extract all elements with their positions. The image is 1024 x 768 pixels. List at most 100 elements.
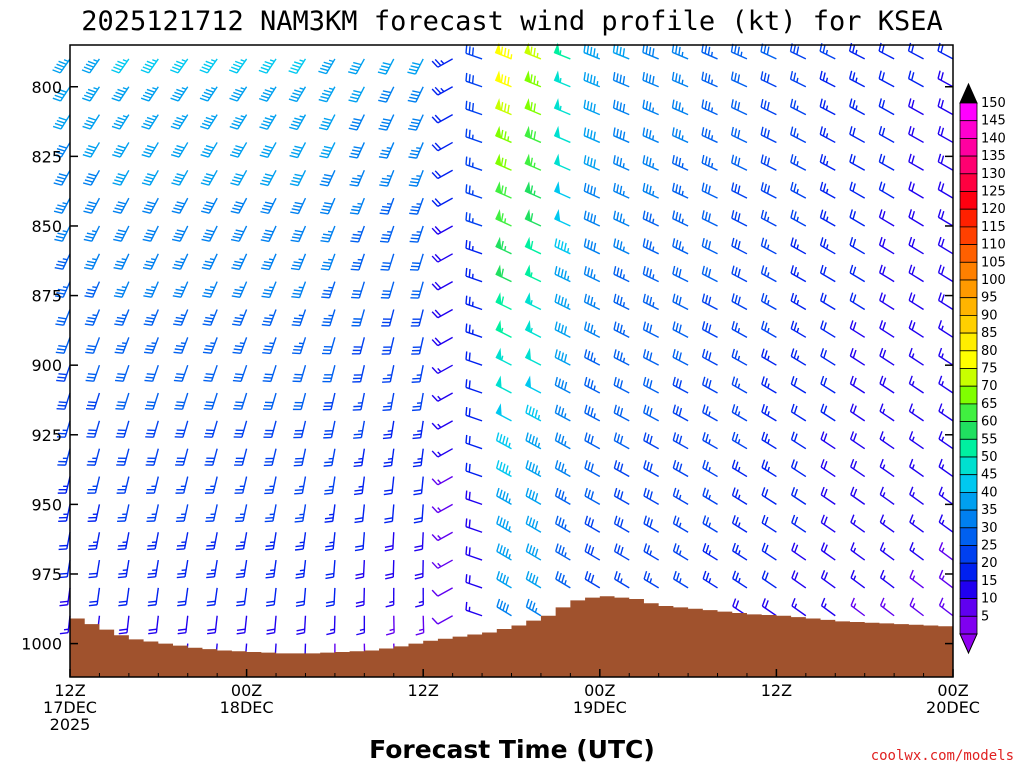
y-tick-label: 850 (31, 217, 62, 236)
wind-barb (112, 197, 130, 214)
colorbar-swatch (959, 155, 978, 175)
wind-barb (584, 487, 601, 505)
wind-barb (790, 348, 807, 366)
wind-barb (200, 142, 218, 158)
wind-barb (496, 543, 512, 561)
wind-barb (322, 392, 336, 411)
wind-barb (465, 379, 483, 394)
wind-barb (672, 210, 689, 227)
wind-barb (524, 42, 542, 60)
wind-barb (113, 281, 130, 298)
wind-barb (672, 570, 689, 589)
wind-barb (642, 293, 659, 311)
wind-barb (263, 448, 277, 467)
wind-barb (407, 58, 424, 75)
wind-barb (819, 209, 836, 227)
wind-barb (177, 615, 189, 635)
colorbar-swatch (959, 474, 978, 493)
wind-barb (702, 432, 718, 450)
wind-barb (384, 504, 395, 524)
wind-barb (356, 615, 366, 636)
wind-barb (584, 571, 601, 589)
wind-barb (849, 98, 866, 116)
wind-barb (233, 420, 248, 438)
wind-barb (265, 559, 277, 579)
wind-barb (380, 281, 395, 299)
wind-barb (908, 431, 924, 450)
wind-barb (52, 114, 71, 130)
wind-barb (790, 292, 807, 311)
wind-barb (613, 460, 630, 478)
wind-barb (908, 153, 924, 171)
wind-barb (146, 476, 159, 494)
wind-barb (145, 448, 159, 466)
wind-barb (701, 99, 718, 116)
wind-barb (938, 347, 954, 366)
wind-barb (111, 86, 130, 102)
wind-barb (234, 504, 248, 523)
wind-barb (850, 569, 866, 589)
wind-barb (495, 375, 512, 394)
wind-barb (170, 86, 189, 102)
wind-barb (383, 476, 395, 496)
wind-barb (495, 264, 512, 283)
colorbar-swatch (959, 191, 978, 210)
wind-barb (87, 532, 101, 551)
wind-barb (643, 543, 660, 561)
wind-barb (84, 281, 101, 298)
colorbar-label: 30 (981, 521, 998, 536)
wind-barb (672, 487, 689, 505)
wind-barb (378, 86, 395, 103)
wind-barb (791, 570, 807, 589)
wind-barb (937, 125, 954, 144)
wind-barb (412, 448, 424, 468)
wind-barb (431, 392, 453, 402)
wind-barb (175, 448, 189, 466)
wind-barb (938, 542, 954, 561)
wind-barb (385, 615, 395, 636)
wind-barb (820, 348, 836, 366)
wind-barb (173, 364, 189, 382)
wind-barb (173, 309, 189, 326)
wind-barb (731, 154, 748, 171)
wind-barb (643, 515, 660, 533)
wind-barb (114, 309, 130, 326)
wind-barb (58, 532, 71, 551)
wind-barb (55, 309, 71, 326)
y-tick-label: 975 (31, 565, 62, 584)
wind-barb (431, 197, 453, 207)
wind-barb (175, 504, 189, 522)
wind-barb (324, 476, 336, 495)
wind-barb (701, 293, 718, 311)
wind-barb (84, 253, 101, 270)
wind-barb (525, 487, 542, 505)
wind-barb (524, 181, 542, 199)
wind-barb (790, 126, 807, 144)
colorbar-label: 100 (981, 273, 1006, 288)
wind-barb (790, 154, 807, 171)
wind-barb (495, 432, 512, 450)
wind-barb (465, 239, 483, 255)
wind-barb (849, 403, 866, 422)
wind-barb (672, 432, 689, 450)
wind-barb (642, 155, 659, 171)
wind-barb (820, 403, 836, 422)
wind-barb (266, 615, 277, 635)
wind-barb (318, 114, 336, 131)
wind-barb (613, 210, 630, 227)
wind-barb (878, 236, 895, 255)
wind-barb (415, 615, 425, 636)
colorbar-swatch (959, 545, 978, 564)
wind-barb (348, 86, 365, 103)
y-tick-label: 950 (31, 495, 62, 514)
wind-barb (205, 504, 218, 522)
wind-barb (642, 99, 659, 116)
wind-barb (849, 237, 866, 255)
wind-barb (613, 155, 630, 171)
wind-barb (613, 487, 630, 505)
wind-barb (351, 337, 366, 355)
wind-barb (820, 486, 836, 505)
wind-barb (849, 347, 866, 366)
wind-barb (495, 347, 512, 366)
wind-barb (820, 597, 836, 617)
